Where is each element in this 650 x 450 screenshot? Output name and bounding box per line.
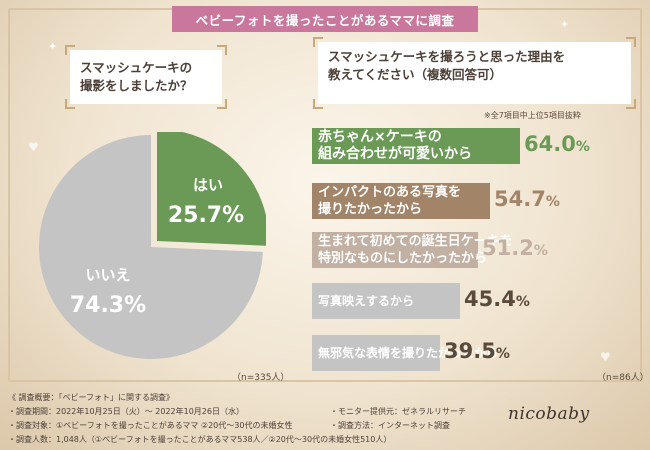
pie-chart: はい 25.7% いいえ 74.3% [38, 132, 266, 359]
bar-label-3: 生まれて初めての誕生日ケーキを 特別なものにしたかったから [318, 232, 513, 268]
bar-label-1: 赤ちゃん×ケーキの 組み合わせが可愛いから [318, 128, 472, 164]
bar-label-line: インパクトのある写真を [318, 185, 462, 200]
sparkle-icon: ✦ [560, 18, 570, 31]
pie-label-yes: はい [193, 176, 223, 194]
question-right-line2: 教えてください（複数回答可） [328, 67, 503, 82]
bar-value-number: 64.0 [524, 132, 576, 156]
bar-value-number: 54.7 [494, 187, 546, 211]
bar-label-line: 無邪気な表情を撮りたかったから [318, 345, 499, 360]
bar-label-line: 生まれて初めての誕生日ケーキを [318, 234, 513, 249]
bar-value-4: 45.4% [464, 287, 530, 311]
items-note: ※全7項目中上位5項目抜粋 [484, 111, 581, 120]
bar-value-5: 39.5% [444, 339, 510, 363]
footer-heading: 《 調査概要：「ベビーフォト」に関する調査》 [8, 393, 175, 402]
pie-label-no: いいえ [85, 266, 130, 284]
pie-slice-no [38, 135, 263, 359]
heart-icon: ♥ [600, 350, 611, 364]
bar-value-number: 39.5 [444, 339, 496, 363]
bar-value-number: 45.4 [464, 287, 516, 311]
bar-value-percent: % [533, 243, 548, 259]
question-box-left: スマッシュケーキの 撮影をしましたか？ [65, 45, 227, 109]
footer-target: ・調査対象：①ベビーフォトを撮ったことがあるママ ②20代～30代の未婚女性 [8, 421, 293, 430]
survey-footer: 《 調査概要：「ベビーフォト」に関する調査》 ・調査期間：2022年10月25日… [8, 392, 642, 444]
bar-label-2: インパクトのある写真を 撮りたかったから [318, 183, 461, 219]
bar-label-line: 撮りたかったから [318, 202, 423, 217]
nicobaby-logo: nicobaby [508, 404, 590, 424]
footer-count: ・調査人数：1,048人（①ベビーフォトを撮ったことがあるママ538人／②20代… [8, 435, 392, 444]
heart-icon: ♥ [28, 140, 39, 154]
bar-value-2: 54.7% [494, 187, 560, 211]
bar-label-4: 写真映えするから [318, 283, 414, 319]
question-left-line1: スマッシュケーキの [80, 60, 193, 75]
question-box-right: スマッシュケーキを撮ろうと思った理由を 教えてください（複数回答可） [313, 37, 636, 109]
pie-value-no: 74.3% [70, 293, 146, 318]
bar-label-line: 赤ちゃん×ケーキの [318, 129, 442, 145]
pie-value-yes: 25.7% [168, 203, 244, 228]
bar-value-percent: % [575, 139, 590, 155]
bar-sample-size: （n=86人） [597, 373, 649, 383]
question-right-line1: スマッシュケーキを撮ろうと思った理由を [328, 49, 566, 64]
bar-value-percent: % [515, 294, 530, 310]
footer-period: ・調査期間：2022年10月25日（火）～ 2022年10月26日（水） [8, 407, 244, 416]
sparkle-icon: ✦ [48, 40, 58, 53]
bar-label-line: 写真映えするから [318, 293, 415, 308]
survey-title-banner: ベビーフォトを撮ったことがあるママに調査 [172, 6, 478, 32]
bar-2 [312, 183, 490, 219]
bar-value-percent: % [495, 346, 510, 362]
pie-slice-yes [157, 132, 266, 246]
bar-4 [312, 283, 460, 319]
bar-value-number: 51.2 [482, 236, 534, 260]
pie-sample-size: （n=335人） [232, 373, 290, 383]
bar-value-percent: % [545, 194, 560, 210]
question-left-line2: 撮影をしましたか？ [80, 78, 193, 93]
bar-5 [312, 335, 440, 371]
bar-value-1: 64.0% [524, 132, 590, 156]
bar-1 [312, 128, 520, 164]
bar-3 [312, 232, 478, 268]
bar-label-line: 特別なものにしたかったから [318, 251, 488, 266]
bar-label-5: 無邪気な表情を撮りたかったから [318, 335, 498, 371]
bar-value-3: 51.2% [482, 236, 548, 260]
bar-label-line: 組み合わせが可愛いから [318, 146, 472, 162]
footer-method: ・調査方法：インターネット調査 [330, 421, 450, 430]
footer-provider: ・モニター提供元：ゼネラルリサーチ [330, 407, 466, 416]
